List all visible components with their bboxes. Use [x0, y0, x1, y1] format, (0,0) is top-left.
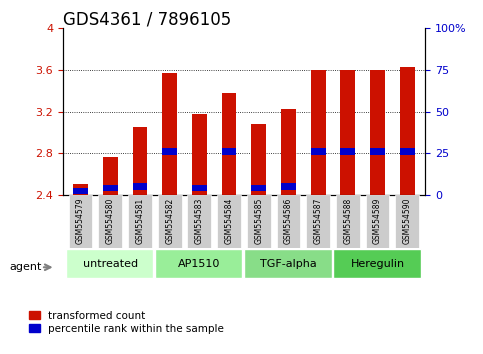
Text: GSM554581: GSM554581 — [136, 198, 144, 244]
Text: GSM554584: GSM554584 — [225, 198, 234, 244]
FancyBboxPatch shape — [244, 249, 331, 278]
FancyBboxPatch shape — [155, 249, 242, 278]
Legend: transformed count, percentile rank within the sample: transformed count, percentile rank withi… — [29, 310, 224, 334]
Bar — [311, 70, 326, 195]
Text: GSM554582: GSM554582 — [165, 198, 174, 244]
Text: GSM554585: GSM554585 — [254, 198, 263, 244]
Text: GSM554587: GSM554587 — [313, 198, 323, 244]
FancyBboxPatch shape — [247, 195, 270, 248]
Text: agent: agent — [10, 262, 42, 272]
Bar — [162, 148, 177, 155]
Bar — [103, 185, 118, 191]
Text: GSM554590: GSM554590 — [403, 198, 412, 244]
FancyBboxPatch shape — [158, 195, 182, 248]
FancyBboxPatch shape — [277, 195, 300, 248]
FancyBboxPatch shape — [69, 195, 92, 248]
FancyBboxPatch shape — [128, 195, 152, 248]
Bar — [370, 70, 385, 195]
Text: TGF-alpha: TGF-alpha — [260, 259, 317, 269]
Text: AP1510: AP1510 — [178, 259, 221, 269]
Bar — [400, 148, 414, 155]
FancyBboxPatch shape — [333, 249, 421, 278]
FancyBboxPatch shape — [366, 195, 389, 248]
Bar — [73, 188, 88, 194]
Bar — [222, 148, 237, 155]
Bar — [132, 127, 147, 195]
Bar — [251, 185, 266, 191]
Text: GSM554589: GSM554589 — [373, 198, 382, 244]
Bar — [341, 70, 355, 195]
FancyBboxPatch shape — [99, 195, 122, 248]
FancyBboxPatch shape — [336, 195, 360, 248]
Bar — [281, 109, 296, 195]
Bar — [132, 183, 147, 189]
Bar — [103, 157, 118, 195]
FancyBboxPatch shape — [396, 195, 419, 248]
Text: GSM554588: GSM554588 — [343, 198, 352, 244]
Bar — [281, 183, 296, 189]
Text: GSM554583: GSM554583 — [195, 198, 204, 244]
Bar — [311, 148, 326, 155]
FancyBboxPatch shape — [66, 249, 154, 278]
Bar — [162, 73, 177, 195]
Bar — [251, 124, 266, 195]
Bar — [73, 184, 88, 195]
Bar — [370, 148, 385, 155]
Bar — [341, 148, 355, 155]
Text: GDS4361 / 7896105: GDS4361 / 7896105 — [63, 11, 231, 29]
Text: GSM554580: GSM554580 — [106, 198, 115, 244]
FancyBboxPatch shape — [306, 195, 330, 248]
Bar — [192, 114, 207, 195]
Bar — [192, 185, 207, 191]
Bar — [222, 93, 237, 195]
Bar — [400, 67, 414, 195]
Text: GSM554579: GSM554579 — [76, 198, 85, 244]
Text: Heregulin: Heregulin — [351, 259, 405, 269]
FancyBboxPatch shape — [187, 195, 211, 248]
Text: untreated: untreated — [83, 259, 138, 269]
Text: GSM554586: GSM554586 — [284, 198, 293, 244]
FancyBboxPatch shape — [217, 195, 241, 248]
